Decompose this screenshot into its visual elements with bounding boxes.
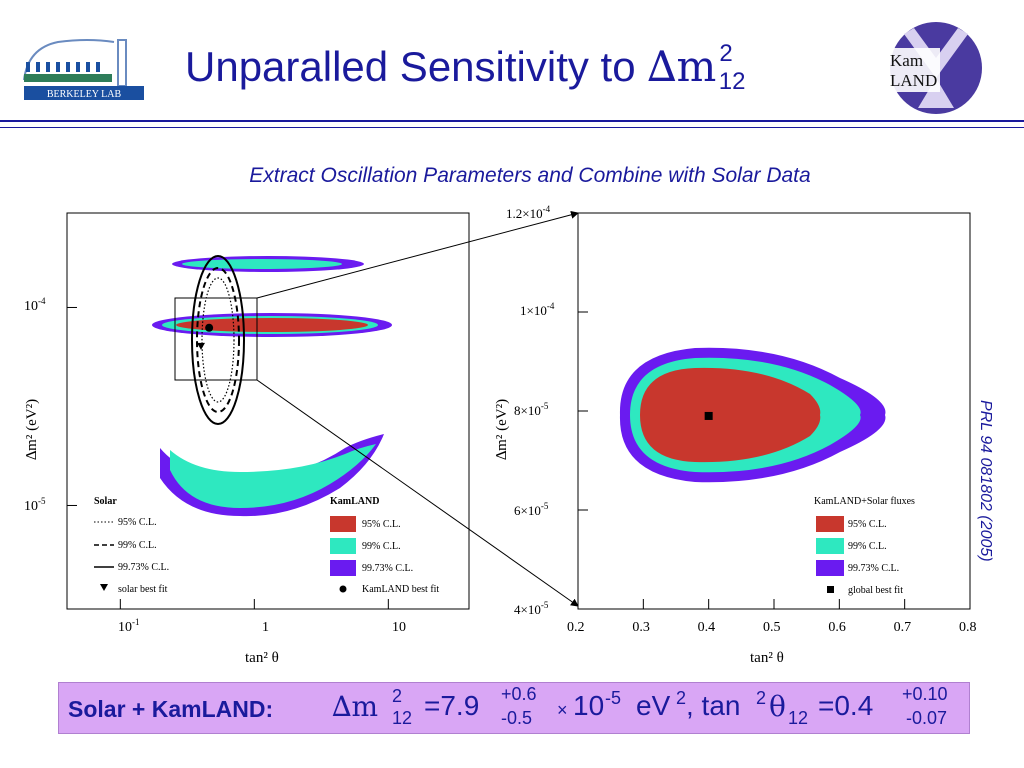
right-xtick-label: 0.6 [828, 620, 846, 635]
right-xtick-label: 0.5 [763, 620, 781, 635]
right-xlabel: tan² θ [750, 650, 784, 666]
global-legend-99: 99% C.L. [848, 541, 887, 552]
result-theta: θ [769, 690, 786, 723]
global-best-fit-point [704, 411, 713, 420]
global-legend-95: 95% C.L. [848, 519, 887, 530]
page-title: Unparalled Sensitivity to ∆m 212 [185, 40, 745, 95]
result-dm-symbol: ∆m [332, 690, 379, 723]
berkeley-lab-text: BERKELEY LAB [47, 89, 122, 100]
left-xtick-10: 10 [392, 620, 406, 635]
left-band-mid-95 [176, 318, 368, 332]
left-contour-chart: 10-4 10-5 10-1 1 10 tan² θ ∆m² (eV²) Sol… [24, 212, 470, 666]
kamland-legend-bestfit-marker [339, 585, 347, 593]
left-ytick-1e-4: 10-4 [24, 296, 46, 314]
right-ytick-8e-5: 8×10-5 [514, 401, 549, 418]
citation-text: PRL 94 081802 (2005) [977, 400, 994, 562]
solar-9973-contour [191, 255, 245, 425]
kamland-legend-title: KamLAND [330, 496, 379, 507]
result-dm-sub: 12 [392, 708, 413, 728]
zoom-box [174, 297, 258, 381]
result-dm-sup: 2 [392, 686, 403, 706]
left-xtick-0.1: 10-1 [118, 617, 140, 635]
solar-legend-title: Solar [94, 496, 117, 507]
right-ytick-1.2e-4: 1.2×10-4 [506, 204, 551, 221]
right-contour-chart: 4×10-5 6×10-5 8×10-5 1×10-4 1.2×10-4 0.2… [494, 204, 977, 666]
result-banner [58, 682, 970, 734]
solar-99-contour [196, 267, 240, 413]
solar-legend-95: 95% C.L. [118, 517, 157, 528]
result-tan-sup: 2 [756, 688, 767, 708]
title-rule [0, 120, 1024, 122]
kamland-legend-99: 99% C.L. [362, 541, 401, 552]
title-text: Unparalled Sensitivity to [185, 43, 648, 90]
citation: PRL 94 081802 (2005) [968, 400, 994, 610]
result-tan-value: =0.4 [818, 690, 874, 721]
result-times: × [557, 700, 568, 720]
solar-legend-bestfit: solar best fit [118, 584, 168, 595]
global-legend-9973-swatch [816, 560, 844, 576]
kamland-legend-95: 95% C.L. [362, 519, 401, 530]
right-contour-95 [640, 367, 821, 463]
slide-subtitle: Extract Oscillation Parameters and Combi… [249, 164, 811, 187]
right-ytick-4e-5: 4×10-5 [514, 600, 549, 617]
kamland-best-fit-point [205, 323, 214, 332]
left-ylabel: ∆m² (eV²) [24, 399, 40, 460]
result-unit: eV [636, 690, 671, 721]
result-label: Solar + KamLAND: [68, 696, 274, 722]
right-ytick-6e-5: 6×10-5 [514, 501, 549, 518]
kamland-logo: Kam LAND [886, 22, 982, 114]
right-xtick-label: 0.2 [567, 620, 585, 635]
solar-legend-bestfit-marker [100, 584, 108, 591]
title-superscript: 2 [719, 40, 733, 67]
left-xlabel: tan² θ [245, 650, 279, 666]
global-legend-99-swatch [816, 538, 844, 554]
right-xtick-label: 0.3 [632, 620, 650, 635]
solar-legend-9973: 99.73% C.L. [118, 562, 169, 573]
title-symbol: ∆m [647, 42, 717, 91]
right-ylabel: ∆m² (eV²) [494, 399, 510, 460]
result-tan-text: , tan [686, 690, 741, 721]
kamland-legend-99-swatch [330, 538, 356, 554]
right-xtick-label: 0.8 [959, 620, 977, 635]
right-ytick-1e-4: 1×10-4 [520, 301, 555, 318]
right-xtick-label: 0.4 [698, 620, 716, 635]
berkeley-lab-logo: BERKELEY LAB [23, 39, 144, 100]
kamland-legend-95-swatch [330, 516, 356, 532]
global-legend-bestfit: global best fit [848, 585, 903, 596]
left-xtick-1: 1 [262, 620, 269, 635]
solar-legend-99: 99% C.L. [118, 540, 157, 551]
kamland-legend-bestfit: KamLAND best fit [362, 584, 439, 595]
global-legend-bestfit-marker [827, 586, 834, 593]
title-rule-thin [0, 127, 1024, 128]
solar-best-fit-point [197, 342, 205, 350]
kamland-logo-text-2: LAND [890, 71, 937, 90]
global-legend-title: KamLAND+Solar fluxes [814, 496, 915, 507]
result-tan-err-minus: -0.07 [906, 708, 948, 728]
result-theta-sub: 12 [788, 708, 809, 728]
kamland-legend-9973-swatch [330, 560, 356, 576]
kamland-legend-9973: 99.73% C.L. [362, 563, 413, 574]
left-ytick-1e-5: 10-5 [24, 496, 46, 514]
right-xtick-label: 0.7 [894, 620, 912, 635]
result-power-exp: -5 [605, 688, 622, 708]
solar-95-contour [201, 277, 235, 403]
result-tan-err-plus: +0.10 [902, 684, 948, 704]
kamland-logo-text-1: Kam [890, 51, 923, 70]
result-dm-value: =7.9 [424, 690, 480, 721]
result-dm-err-plus: +0.6 [501, 684, 537, 704]
result-power-base: 10 [573, 690, 605, 721]
result-dm-err-minus: -0.5 [501, 708, 533, 728]
result-unit-sup: 2 [676, 688, 687, 708]
global-legend-95-swatch [816, 516, 844, 532]
title-subscript: 12 [718, 68, 746, 95]
global-legend-9973: 99.73% C.L. [848, 563, 899, 574]
